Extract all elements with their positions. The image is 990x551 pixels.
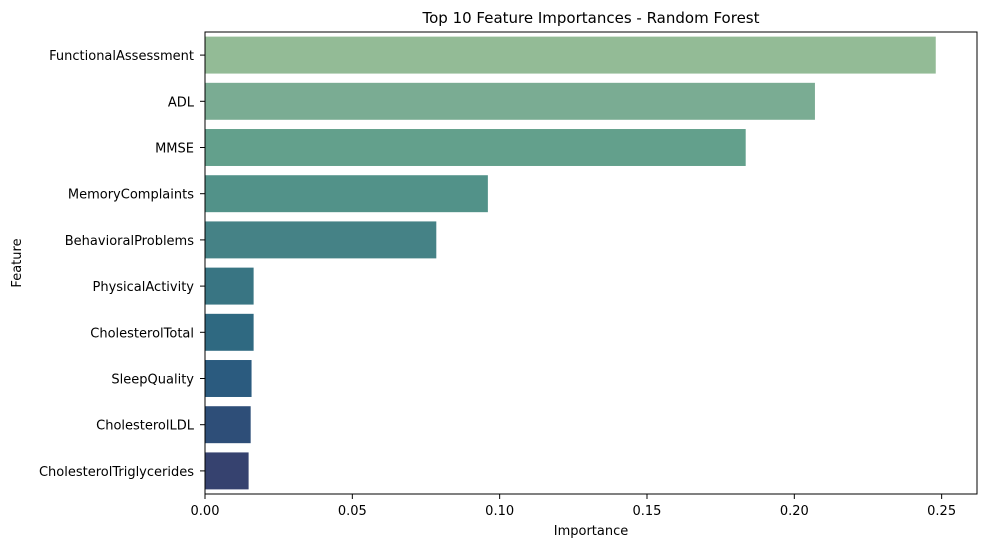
bar-FunctionalAssessment <box>205 36 936 74</box>
y-tick-label: CholesterolLDL <box>96 419 195 434</box>
x-tick-label: 0.25 <box>927 504 956 519</box>
x-axis-ticks: 0.00 0.05 0.10 0.15 0.20 0.25 <box>191 494 956 519</box>
y-tick-label: FunctionalAssessment <box>49 49 194 64</box>
bar-SleepQuality <box>205 360 252 397</box>
y-tick-label: MemoryComplaints <box>68 188 194 203</box>
x-tick-label: 0.05 <box>338 504 367 519</box>
bar-ADL <box>205 82 815 120</box>
chart-title: Top 10 Feature Importances - Random Fore… <box>421 9 759 27</box>
x-axis-label: Importance <box>554 524 629 539</box>
x-tick-label: 0.10 <box>485 504 514 519</box>
bar-BehavioralProblems <box>205 221 437 259</box>
bars-layer <box>205 36 936 490</box>
x-tick-label: 0.00 <box>191 504 220 519</box>
bar-CholesterolTriglycerides <box>205 452 249 490</box>
y-tick-label: ADL <box>168 95 195 110</box>
y-tick-label: CholesterolTriglycerides <box>39 465 194 480</box>
y-tick-label: CholesterolTotal <box>90 326 194 341</box>
x-tick-label: 0.20 <box>780 504 809 519</box>
bar-CholesterolLDL <box>205 406 251 444</box>
y-tick-label: MMSE <box>155 142 194 157</box>
y-tick-label: PhysicalActivity <box>93 280 195 295</box>
x-tick-label: 0.15 <box>633 504 662 519</box>
y-tick-label: BehavioralProblems <box>65 234 194 249</box>
y-axis-label: Feature <box>10 238 25 287</box>
y-tick-label: SleepQuality <box>111 373 194 388</box>
y-axis-ticks: FunctionalAssessment ADL MMSE MemoryComplai… <box>39 49 205 480</box>
bar-CholesterolTotal <box>205 313 254 351</box>
plot-frame <box>204 31 978 495</box>
bar-MMSE <box>205 129 746 166</box>
bar-MemoryComplaints <box>205 175 488 213</box>
bar-PhysicalActivity <box>205 267 254 305</box>
